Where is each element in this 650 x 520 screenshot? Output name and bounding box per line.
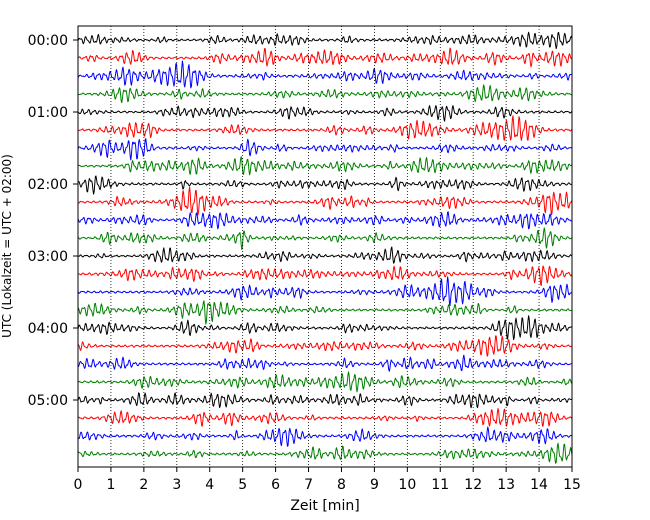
y-tick-label: 02:00 xyxy=(28,177,68,193)
seismic-trace xyxy=(77,392,573,409)
x-tick-label: 10 xyxy=(398,477,416,493)
seismic-trace xyxy=(77,115,573,141)
y-tick-label: 01:00 xyxy=(28,105,68,121)
seismic-trace xyxy=(77,265,573,287)
seismic-trace xyxy=(77,426,572,447)
seismic-trace xyxy=(77,315,572,341)
x-tick-label: 13 xyxy=(497,477,515,493)
seismic-trace xyxy=(77,138,572,161)
seismic-trace xyxy=(77,371,573,393)
seismic-trace xyxy=(77,335,573,357)
x-tick-label: 1 xyxy=(106,477,115,493)
y-tick-label: 03:00 xyxy=(28,249,68,265)
x-axis-ticks: 0 1 2 3 4 5 6 7 8 9 10 11 12 13 14 15 xyxy=(74,467,581,493)
vertical-gridlines xyxy=(110,26,540,467)
seismic-trace xyxy=(77,175,572,195)
seismic-trace xyxy=(77,354,572,372)
y-tick-label: 00:00 xyxy=(28,33,68,49)
x-axis-label: Zeit [min] xyxy=(290,498,359,514)
y-tick-label: 04:00 xyxy=(28,321,68,337)
seismic-trace xyxy=(77,84,573,104)
y-axis-ticks: 00:00 01:00 02:00 03:00 04:00 05:00 xyxy=(28,33,78,409)
seismic-traces xyxy=(77,31,573,464)
x-tick-label: 8 xyxy=(337,477,346,493)
seismic-trace xyxy=(77,407,573,427)
seismic-trace xyxy=(77,246,573,264)
seismic-trace xyxy=(77,276,572,307)
seismic-trace xyxy=(77,300,572,325)
seismic-trace xyxy=(77,60,572,89)
seismic-trace xyxy=(77,31,573,50)
x-tick-label: 11 xyxy=(431,477,449,493)
x-tick-label: 14 xyxy=(530,477,548,493)
x-tick-label: 15 xyxy=(563,477,581,493)
seismic-trace xyxy=(77,227,572,251)
y-tick-label: 05:00 xyxy=(28,393,68,409)
seismic-trace xyxy=(77,211,572,230)
seismic-trace xyxy=(77,156,572,176)
seismic-trace xyxy=(77,47,572,68)
y-axis-label: UTC (Lokalzeit = UTC + 02:00) xyxy=(0,154,14,338)
plot-frame xyxy=(77,25,573,468)
seismic-trace xyxy=(77,105,573,122)
x-tick-label: 7 xyxy=(304,477,313,493)
x-tick-label: 9 xyxy=(370,477,379,493)
x-tick-label: 2 xyxy=(139,477,148,493)
x-tick-label: 6 xyxy=(271,477,280,493)
seismic-trace xyxy=(77,186,573,216)
x-tick-label: 0 xyxy=(74,477,83,493)
x-tick-label: 5 xyxy=(238,477,247,493)
x-tick-label: 4 xyxy=(205,477,214,493)
seismic-trace xyxy=(77,442,573,464)
x-tick-label: 12 xyxy=(464,477,482,493)
x-tick-label: 3 xyxy=(172,477,181,493)
